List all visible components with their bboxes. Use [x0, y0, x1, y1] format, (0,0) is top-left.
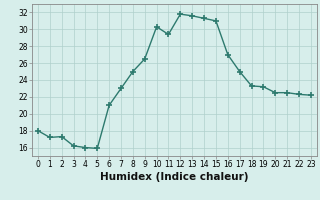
X-axis label: Humidex (Indice chaleur): Humidex (Indice chaleur) — [100, 172, 249, 182]
